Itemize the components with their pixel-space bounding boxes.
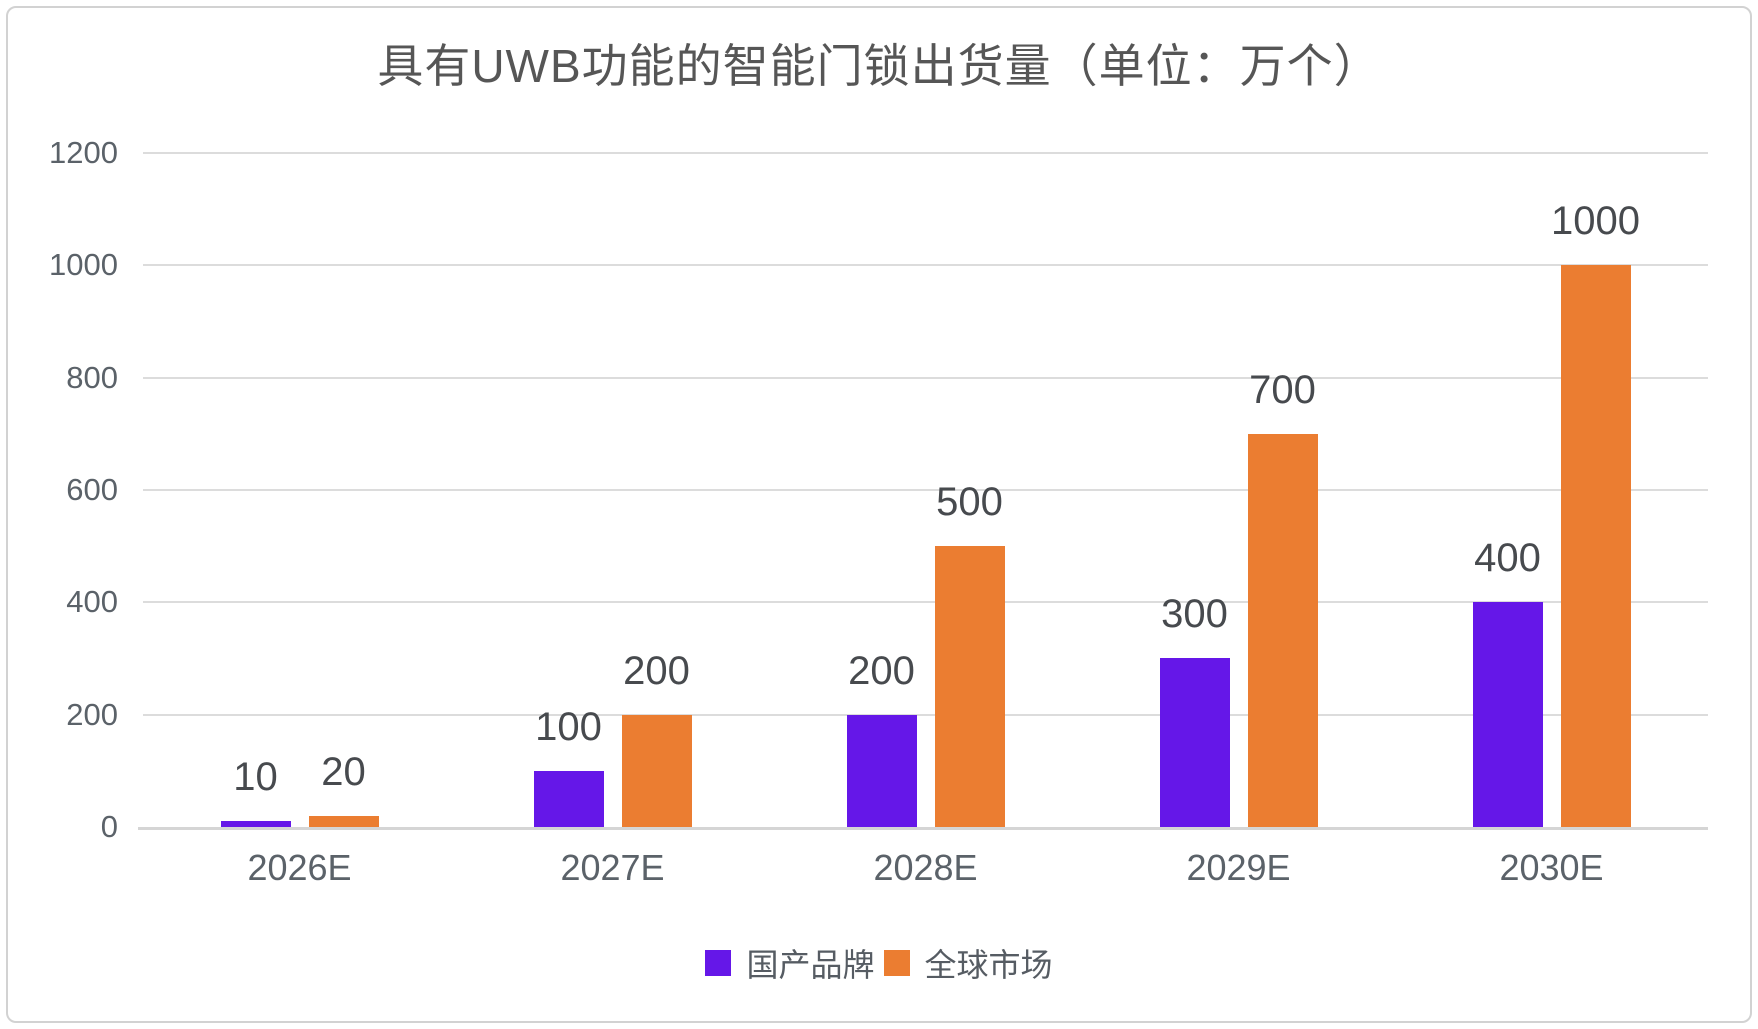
- legend-item: 国产品牌: [705, 940, 875, 986]
- legend-item: 全球市场: [883, 940, 1053, 986]
- y-tick-label: 600: [66, 472, 118, 507]
- x-axis-line: [138, 827, 1708, 830]
- legend-swatch-icon: [883, 950, 910, 976]
- legend-label: 全球市场: [924, 947, 1053, 983]
- bar-value-label: 1000: [1551, 199, 1640, 243]
- y-tick-label: 1200: [49, 135, 118, 170]
- bar-value-label: 700: [1249, 368, 1316, 412]
- bar: [1472, 602, 1543, 827]
- y-tick-label: 0: [100, 809, 118, 844]
- legend: 国产品牌 全球市场: [0, 938, 1758, 988]
- x-tick-label: 2030E: [1499, 847, 1604, 888]
- bar-value-label: 20: [321, 750, 366, 794]
- bar: [934, 546, 1005, 827]
- chart-title: 具有UWB功能的智能门锁出货量（单位：万个）: [377, 40, 1381, 92]
- x-tick-label: 2029E: [1186, 847, 1291, 888]
- bar: [846, 715, 917, 827]
- legend-swatch-icon: [705, 950, 732, 976]
- bar: [621, 715, 692, 827]
- grid-line: [143, 601, 1708, 604]
- y-tick-label: 200: [66, 696, 118, 732]
- bar: [220, 821, 291, 827]
- y-tick-label: 400: [66, 584, 118, 620]
- bar-value-label: 500: [936, 480, 1003, 524]
- grid-line: [143, 489, 1708, 491]
- bar-value-label: 400: [1474, 536, 1541, 580]
- bar-value-label: 10: [233, 755, 278, 799]
- x-tick-label: 2027E: [560, 847, 665, 888]
- grid-line: [143, 264, 1708, 267]
- bar-value-label: 200: [623, 649, 690, 693]
- grid-line: [143, 152, 1708, 154]
- bar-value-label: 200: [848, 649, 915, 693]
- bar: [533, 771, 604, 827]
- bar: [1247, 434, 1318, 827]
- x-tick-label: 2028E: [873, 847, 978, 888]
- grid-line: [143, 376, 1708, 379]
- y-tick-label: 1000: [49, 247, 118, 283]
- y-tick-label: 800: [66, 359, 118, 395]
- bar: [1560, 265, 1631, 827]
- bar: [308, 816, 379, 827]
- grid-line: [143, 713, 1708, 716]
- x-tick-label: 2026E: [247, 847, 352, 888]
- bar: [1159, 658, 1230, 827]
- bar-value-label: 100: [535, 705, 602, 749]
- bar-value-label: 300: [1161, 592, 1228, 636]
- legend-label: 国产品牌: [746, 947, 875, 983]
